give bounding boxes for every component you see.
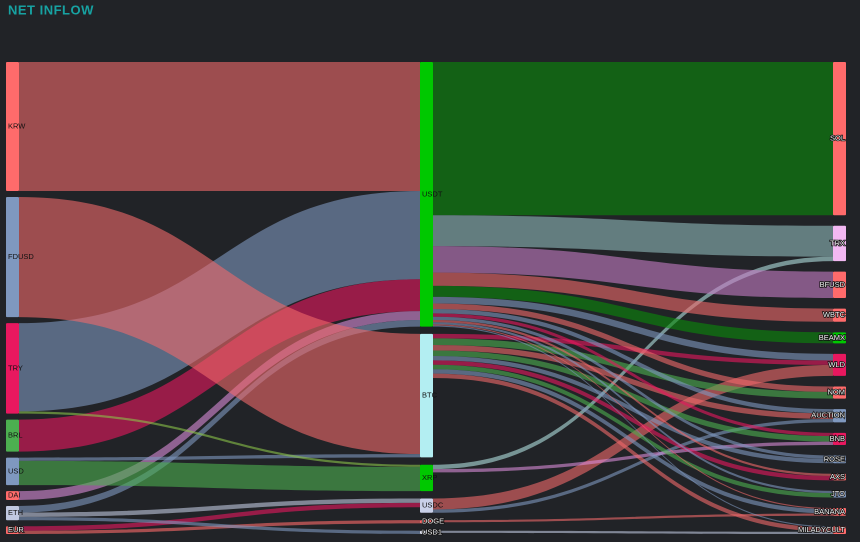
link <box>19 320 420 513</box>
node <box>420 62 433 327</box>
node <box>6 526 19 534</box>
link <box>19 454 420 461</box>
link <box>433 350 833 442</box>
link <box>433 62 833 216</box>
node <box>833 409 846 423</box>
node <box>6 323 19 414</box>
node-label: WBTC <box>823 310 846 319</box>
node-label: XRP <box>422 473 437 482</box>
link <box>433 364 833 498</box>
link <box>433 246 833 299</box>
link <box>433 369 833 514</box>
link <box>433 441 833 473</box>
link <box>433 360 833 481</box>
link <box>433 296 833 361</box>
link <box>19 460 420 492</box>
node-label: BNB <box>830 434 845 443</box>
node <box>6 419 19 452</box>
node-label: USD <box>8 466 24 475</box>
node <box>833 332 846 344</box>
node <box>833 526 846 534</box>
node-label: BEAMX <box>819 333 845 342</box>
link <box>433 316 833 459</box>
node <box>420 530 433 534</box>
link <box>433 530 833 534</box>
node <box>420 333 433 458</box>
links <box>19 62 833 534</box>
node <box>833 386 846 399</box>
node-label: BTC <box>422 391 438 400</box>
node-label: BANANA <box>814 507 845 516</box>
link <box>433 325 833 528</box>
node <box>6 505 19 521</box>
link <box>19 311 420 500</box>
node-label: USDT <box>422 189 443 198</box>
node-label: TRY <box>8 363 23 372</box>
node-label: ETH <box>8 508 23 517</box>
node-label: NOM <box>828 388 846 397</box>
node-label: USDC <box>422 501 444 510</box>
link <box>433 320 833 476</box>
link <box>433 322 833 494</box>
link <box>433 324 833 510</box>
node-label: MILADYCULT <box>798 525 845 534</box>
link <box>433 513 833 523</box>
node-label: KRW <box>8 121 26 130</box>
node-label: DAI <box>8 491 21 500</box>
link <box>433 272 833 322</box>
node <box>833 473 846 481</box>
link <box>433 338 833 399</box>
link <box>19 411 420 467</box>
node <box>420 498 433 513</box>
node <box>6 491 19 500</box>
link <box>433 308 833 414</box>
link <box>433 285 833 344</box>
node-label: AUCTION <box>811 411 845 420</box>
node <box>833 508 846 516</box>
node-label: USD1 <box>422 527 442 536</box>
node-label: SOL <box>830 134 845 143</box>
node-label: EUR <box>8 525 24 534</box>
link <box>433 419 833 513</box>
link <box>433 303 833 392</box>
node <box>6 62 19 191</box>
link <box>19 197 420 455</box>
node <box>6 197 19 318</box>
node-label: WLD <box>828 360 845 369</box>
node <box>833 225 846 262</box>
link <box>433 373 833 532</box>
link <box>19 516 420 534</box>
node-label: TRX <box>830 238 845 247</box>
node <box>833 62 846 216</box>
node-label: BRL <box>8 431 23 440</box>
link <box>433 215 833 257</box>
node <box>833 455 846 464</box>
node-label: AXS <box>830 472 845 481</box>
link <box>433 344 833 420</box>
chart-title: NET INFLOW <box>8 2 94 17</box>
node <box>420 464 433 492</box>
nodes: KRW FDUSD TRY BRL USD DAI ETH EUR USDT BTC XRP USDC… <box>6 62 846 537</box>
node <box>833 490 846 498</box>
node <box>833 432 846 445</box>
node-label: BFUSD <box>820 280 846 289</box>
link <box>433 355 833 464</box>
node <box>6 457 19 486</box>
link <box>19 498 420 517</box>
link <box>19 502 420 531</box>
node <box>833 271 846 299</box>
node <box>833 353 846 376</box>
node-label: DOGE <box>422 517 444 526</box>
node-label: FDUSD <box>8 252 34 261</box>
link <box>433 313 833 437</box>
node-label: ROSE <box>824 454 845 463</box>
node <box>833 308 846 322</box>
link <box>19 62 420 191</box>
link <box>433 364 833 510</box>
node-label: JTO <box>831 489 845 498</box>
node <box>420 520 433 524</box>
